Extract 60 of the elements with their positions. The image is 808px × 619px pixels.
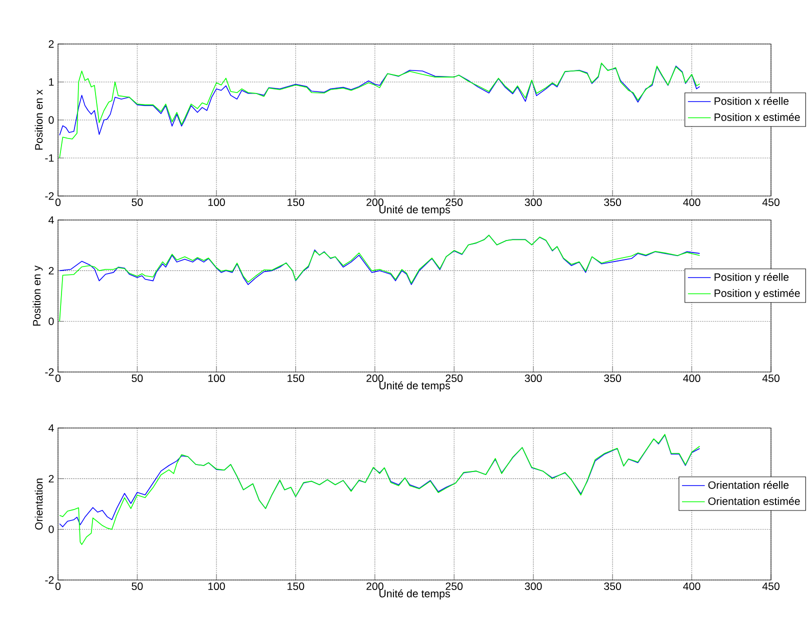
y-axis-title: Position en x (34, 90, 43, 150)
x-axis-title: Unité de temps (379, 381, 450, 392)
x-tick-label: 150 (288, 198, 304, 206)
x-tick-label: 0 (55, 374, 61, 382)
y-tick-label: 0 (48, 116, 54, 124)
x-tick-label: 50 (132, 198, 143, 206)
y-tick-label: -2 (45, 368, 54, 376)
x-tick-label: 450 (762, 582, 780, 590)
x-tick-label: 300 (524, 374, 542, 382)
line-series (59, 62, 700, 136)
legend-label: Position y estimée (714, 289, 800, 300)
x-tick-label: 200 (366, 374, 384, 382)
x-axis-title: Unité de temps (379, 205, 450, 216)
x-tick-label: 400 (683, 582, 700, 590)
x-tick-label: 150 (288, 582, 304, 590)
x-tick-label: 250 (446, 582, 463, 590)
legend-label: Position y réelle (714, 272, 789, 283)
x-tick-label: 100 (208, 374, 225, 382)
x-tick-label: 250 (446, 198, 463, 206)
y-tick-label: 4 (48, 424, 54, 432)
x-tick-label: 50 (132, 582, 143, 590)
x-axis-title: Unité de temps (379, 589, 450, 600)
y-tick-label: 0 (48, 318, 54, 326)
x-tick-label: 200 (366, 582, 384, 590)
y-tick-label: -2 (45, 192, 54, 200)
y-axis-title: Position en y (32, 266, 43, 326)
y-tick-label: 2 (48, 474, 54, 482)
y-tick-label: 4 (48, 216, 54, 224)
x-tick-label: 450 (762, 198, 780, 206)
line-series (59, 234, 700, 286)
x-tick-label: 150 (288, 374, 304, 382)
line-series (59, 62, 700, 158)
x-tick-label: 450 (762, 374, 780, 382)
x-tick-label: 350 (604, 374, 622, 382)
line-series (59, 234, 700, 322)
x-tick-label: 350 (604, 198, 622, 206)
y-tick-label: 1 (49, 78, 54, 86)
x-tick-label: 300 (524, 198, 542, 206)
x-tick-label: 250 (446, 374, 463, 382)
x-tick-label: 400 (683, 198, 700, 206)
legend-label: Position x estimée (714, 113, 800, 121)
y-axis-title: Orientation (34, 478, 43, 530)
y-tick-label: 2 (48, 40, 54, 48)
x-tick-label: 350 (604, 582, 622, 590)
legend-label: Orientation estimée (708, 497, 800, 505)
x-tick-label: 0 (55, 198, 61, 206)
legend-label: Position x réelle (714, 96, 789, 105)
legend-label: Orientation réelle (708, 480, 789, 489)
x-tick-label: 200 (366, 198, 384, 206)
y-tick-label: 2 (48, 266, 54, 274)
x-tick-label: 100 (208, 198, 225, 206)
y-tick-label: 0 (48, 526, 54, 534)
x-tick-label: 50 (132, 374, 143, 382)
x-tick-label: 100 (208, 582, 225, 590)
x-tick-label: 400 (683, 374, 700, 382)
line-series (59, 434, 700, 545)
y-tick-label: -2 (45, 576, 54, 584)
y-tick-label: -1 (45, 154, 54, 162)
x-tick-label: 0 (55, 582, 61, 590)
x-tick-label: 300 (524, 582, 542, 590)
